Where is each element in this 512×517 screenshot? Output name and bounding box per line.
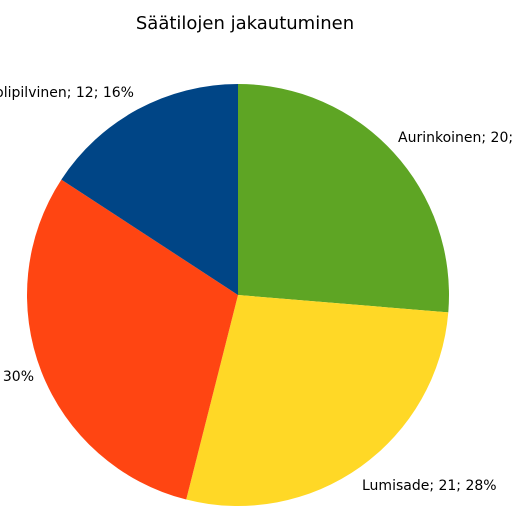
pie-slices <box>27 84 450 506</box>
pie-slice-lumisade <box>186 295 449 506</box>
pie-label-lumisade: Lumisade; 21; 28% <box>362 478 497 494</box>
pie-slice-aurinkoinen <box>238 84 450 313</box>
pie-slice-puolipilvinen <box>61 84 238 295</box>
pie-label-aurinkoinen: Aurinkoinen; 20; 26% <box>398 130 512 146</box>
chart-title: Säätilojen jakautuminen <box>136 13 354 34</box>
pie-label-unnamed: 30% <box>3 369 34 385</box>
pie-slice-unnamed <box>27 179 239 500</box>
pie-labels: Aurinkoinen; 20; 26% Lumisade; 21; 28% 30%… <box>0 85 512 494</box>
pie-label-puolipilvinen: Puolipilvinen; 12; 16% <box>0 85 134 101</box>
